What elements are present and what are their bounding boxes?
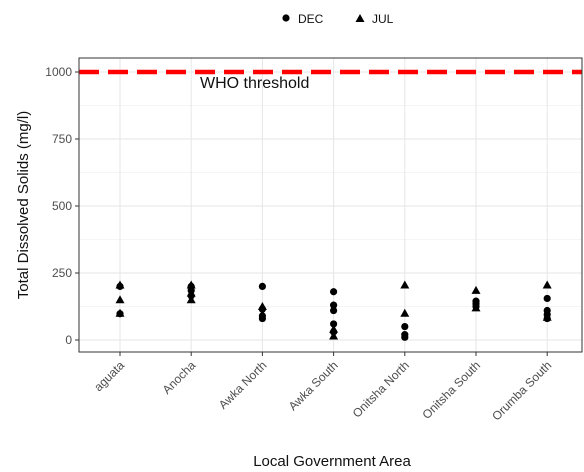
x-tick-label: Onitsha South [419, 358, 483, 422]
y-tick-label: 500 [52, 199, 72, 213]
x-tick-label: Awka South [286, 358, 341, 413]
point-jul [257, 302, 267, 310]
y-tick-label: 1000 [45, 65, 72, 79]
point-jul [186, 288, 196, 297]
y-tick-label: 0 [65, 333, 72, 347]
threshold-group: WHO threshold [79, 69, 582, 92]
data-points [115, 280, 552, 341]
point-dec [401, 333, 409, 341]
point-dec [543, 294, 551, 303]
legend-label-jul: JUL [372, 12, 394, 26]
point-jul [400, 280, 410, 289]
x-axis: aguata Anocha Awka North Awka South Onitsha … [91, 352, 554, 423]
point-dec [330, 288, 338, 296]
point-jul [115, 295, 125, 304]
point-dec [330, 301, 338, 309]
y-tick-label: 750 [52, 132, 72, 146]
point-jul [329, 324, 339, 333]
y-axis-title: Total Dissolved Solids (mg/l) [15, 111, 32, 299]
x-tick-label: Orumba South [489, 358, 554, 423]
x-tick-label: Awka North [216, 358, 270, 412]
panel-border [78, 57, 583, 353]
point-jul [186, 280, 196, 289]
point-dec [258, 314, 266, 323]
y-axis: 0 250 500 750 1000 [45, 65, 79, 347]
legend-label-dec: DEC [298, 12, 324, 26]
point-dec [330, 306, 338, 315]
point-jul [542, 312, 552, 321]
x-tick-label: Anocha [160, 358, 199, 397]
x-tick-label: Onitsha North [350, 358, 412, 420]
point-jul [471, 303, 481, 312]
point-jul [400, 308, 410, 317]
legend-marker-dec [282, 14, 290, 22]
point-dec [258, 282, 266, 290]
x-axis-title: Local Government Area [253, 453, 411, 470]
point-dec [401, 323, 409, 331]
y-tick-label: 250 [52, 266, 72, 280]
legend: DEC JUL [282, 12, 394, 26]
point-jul [186, 295, 196, 304]
point-dec [330, 320, 338, 328]
point-jul [471, 285, 481, 294]
point-jul [542, 280, 552, 289]
who-threshold-label: WHO threshold [200, 75, 309, 92]
point-jul [115, 308, 125, 317]
point-jul [115, 280, 125, 289]
x-tick-label: aguata [91, 358, 127, 394]
panel-background [79, 58, 582, 352]
point-jul [329, 331, 339, 340]
legend-marker-jul [355, 14, 365, 22]
plot-panel: WHO threshold [78, 57, 583, 353]
